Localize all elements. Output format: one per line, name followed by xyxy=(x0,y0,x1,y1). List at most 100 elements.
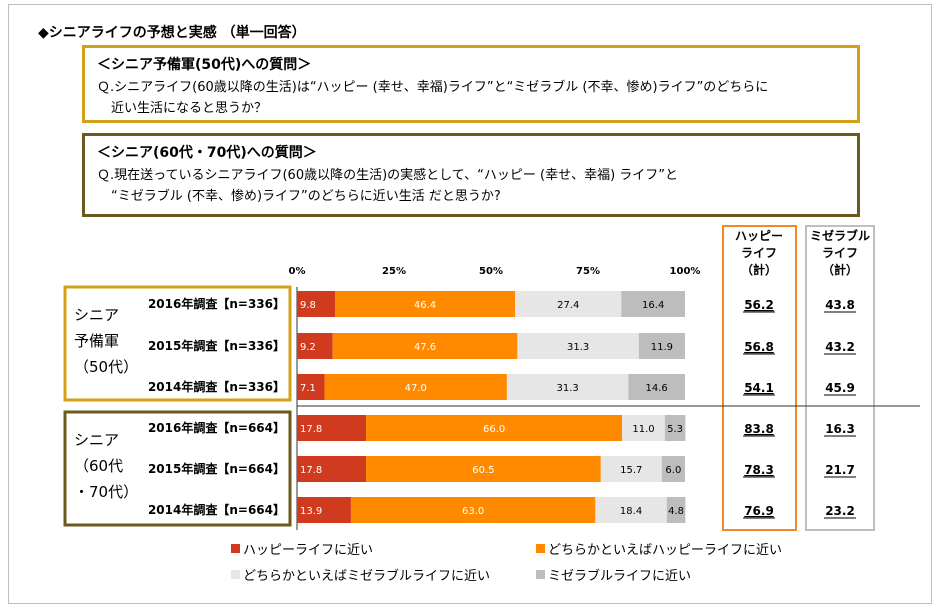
bar-segment xyxy=(666,497,686,523)
question-body-pre-senior: Ｑ.シニアライフ(60歳以降の生活)は“ハッピー (幸せ、幸福)ライフ”と“ミゼ… xyxy=(97,77,845,119)
happy-total-value: 76.9 xyxy=(744,504,774,518)
data-label: 17.8 xyxy=(300,424,322,435)
miserable-total-value: 16.3 xyxy=(825,422,855,436)
data-label: 4.8 xyxy=(668,506,684,517)
legend-swatch xyxy=(536,544,545,553)
group-label: （60代 xyxy=(74,457,123,475)
bar-segment xyxy=(661,456,685,482)
question-line: 近い生活になると思うか？ xyxy=(111,101,268,116)
category-label: 2015年調査【n=336】 xyxy=(148,338,285,353)
miserable-total-value: 45.9 xyxy=(825,381,855,395)
bar-segment xyxy=(324,374,507,400)
miserable-total-header: （計） xyxy=(822,262,858,277)
happy-total-value: 56.2 xyxy=(744,298,774,312)
x-tick-label: 25% xyxy=(382,266,406,277)
bar-segment xyxy=(638,333,685,359)
miserable-total-column xyxy=(805,225,875,531)
happy-total-header: ライフ xyxy=(741,246,777,260)
data-label: 46.4 xyxy=(414,300,436,311)
data-label: 31.3 xyxy=(567,342,589,353)
data-label: 11.0 xyxy=(632,424,654,435)
bar-segment xyxy=(621,291,685,317)
question-line: Ｑ.現在送っているシニアライフ(60歳以降の生活)の実感として、“ハッピー (幸… xyxy=(97,168,679,183)
legend-swatch xyxy=(536,570,545,579)
legend-swatch xyxy=(231,544,240,553)
bar-segment xyxy=(335,291,516,317)
question-body-senior: Ｑ.現在送っているシニアライフ(60歳以降の生活)の実感として、“ハッピー (幸… xyxy=(97,165,845,207)
data-label: 31.3 xyxy=(556,383,578,394)
data-label: 47.0 xyxy=(405,383,427,394)
chart-frame xyxy=(8,4,932,604)
category-label: 2016年調査【n=336】 xyxy=(148,296,285,311)
data-label: 13.9 xyxy=(300,506,322,517)
legend-label: どちらかといえばミゼラブルライフに近い xyxy=(243,568,490,584)
bar-segment xyxy=(332,333,518,359)
x-tick-label: 100% xyxy=(670,266,701,277)
miserable-total-value: 43.8 xyxy=(825,298,855,312)
miserable-total-header: ライフ xyxy=(822,246,858,260)
group-label: （50代） xyxy=(74,358,138,376)
question-head-senior: ＜シニア(60代・70代)への質問＞ xyxy=(97,145,317,161)
bar-segment xyxy=(366,415,623,441)
data-label: 17.8 xyxy=(300,465,322,476)
happy-total-column xyxy=(722,225,797,531)
bar-segment xyxy=(628,374,685,400)
category-label: 2015年調査【n=664】 xyxy=(148,461,285,476)
group-label: 予備軍 xyxy=(74,332,119,350)
happy-total-header: （計） xyxy=(741,262,777,277)
data-label: 47.6 xyxy=(414,342,436,353)
data-label: 63.0 xyxy=(462,506,484,517)
question-line: Ｑ.シニアライフ(60歳以降の生活)は“ハッピー (幸せ、幸福)ライフ”と“ミゼ… xyxy=(97,80,769,95)
happy-total-value: 78.3 xyxy=(744,463,774,477)
data-label: 18.4 xyxy=(620,506,642,517)
legend-label: どちらかといえばハッピーライフに近い xyxy=(548,543,782,558)
happy-total-value: 54.1 xyxy=(744,381,774,395)
data-label: 11.9 xyxy=(651,342,673,353)
group-label: シニア xyxy=(74,431,119,449)
legend-label: ハッピーライフに近い xyxy=(243,543,373,558)
bar-segment xyxy=(622,415,665,441)
category-label: 2016年調査【n=664】 xyxy=(148,420,285,435)
bar-segment xyxy=(366,456,601,482)
bar-segment xyxy=(595,497,667,523)
page-title: ◆シニアライフの予想と実感 （単一回答） xyxy=(38,25,306,41)
question-box-senior: ＜シニア(60代・70代)への質問＞ Ｑ.現在送っているシニアライフ(60歳以降… xyxy=(82,133,860,217)
category-label: 2014年調査【n=664】 xyxy=(148,502,285,517)
data-label: 27.4 xyxy=(557,300,579,311)
bar-segment xyxy=(297,291,336,317)
group-box-senior xyxy=(63,410,292,527)
legend-swatch xyxy=(231,570,240,579)
data-label: 15.7 xyxy=(620,465,642,476)
happy-total-value: 56.8 xyxy=(744,340,774,354)
data-label: 60.5 xyxy=(472,465,494,476)
data-label: 7.1 xyxy=(300,383,316,394)
category-label: 2014年調査【n=336】 xyxy=(148,379,285,394)
data-label: 6.0 xyxy=(665,465,681,476)
x-tick-label: 75% xyxy=(576,266,600,277)
bar-segment xyxy=(297,333,333,359)
data-label: 16.4 xyxy=(642,300,664,311)
data-label: 66.0 xyxy=(483,424,505,435)
bar-segment xyxy=(350,497,596,523)
bar-segment xyxy=(506,374,629,400)
bar-segment xyxy=(297,456,367,482)
legend-label: ミゼラブルライフに近い xyxy=(548,568,691,584)
x-tick-label: 50% xyxy=(479,266,503,277)
miserable-total-value: 21.7 xyxy=(825,463,855,477)
miserable-total-value: 23.2 xyxy=(825,504,855,518)
bar-segment xyxy=(600,456,662,482)
bar-segment xyxy=(515,291,622,317)
group-label: シニア xyxy=(74,306,119,324)
group-label: ・70代） xyxy=(74,483,138,501)
bar-segment xyxy=(297,374,325,400)
bar-segment xyxy=(297,415,367,441)
question-box-pre-senior: ＜シニア予備軍(50代)への質問＞ Ｑ.シニアライフ(60歳以降の生活)は“ハッ… xyxy=(82,45,860,123)
bar-segment xyxy=(664,415,686,441)
bar-segment xyxy=(517,333,639,359)
question-line: “ミゼラブル (不幸、惨め)ライフ”のどちらに近い生活 だと思うか? xyxy=(111,189,501,204)
group-box-pre-senior xyxy=(63,285,292,402)
data-label: 9.2 xyxy=(300,342,316,353)
data-label: 9.8 xyxy=(300,300,316,311)
bar-segment xyxy=(297,497,351,523)
